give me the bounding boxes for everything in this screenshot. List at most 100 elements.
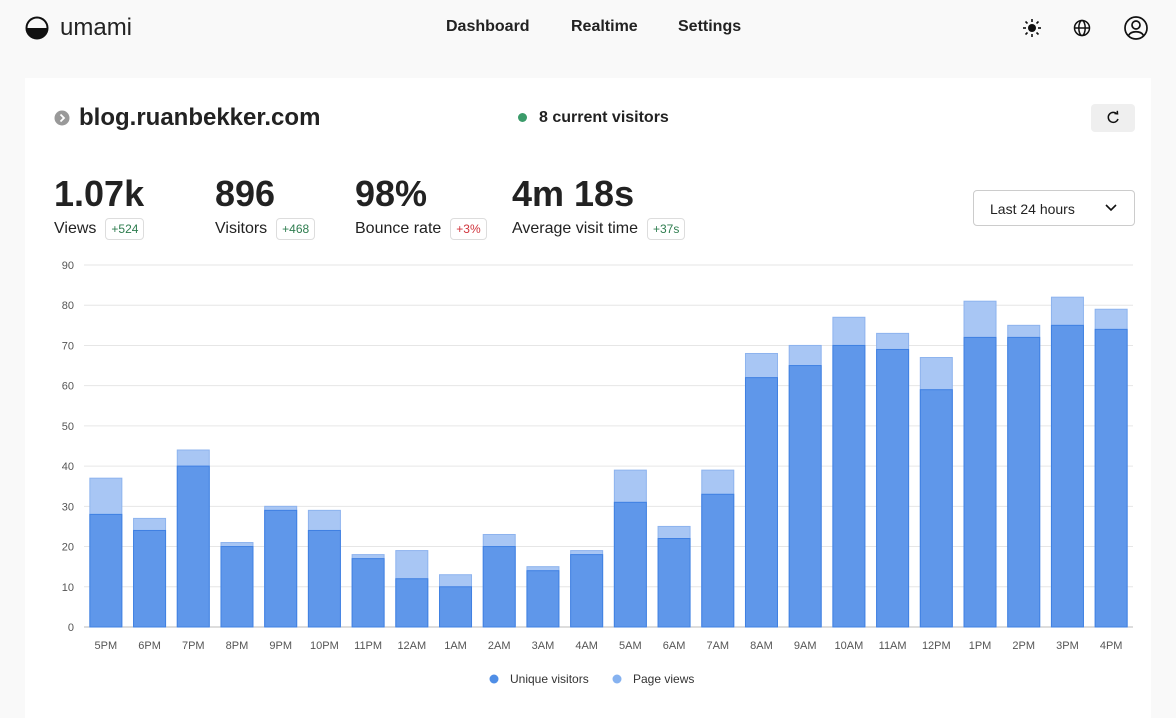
metric-row: Average visit time +37s	[512, 218, 686, 240]
x-tick-label: 8PM	[226, 640, 249, 652]
bar	[307, 529, 341, 628]
bar	[570, 554, 604, 628]
metric-change: +3%	[450, 218, 487, 240]
y-tick-label: 30	[62, 501, 74, 513]
x-tick-label: 10PM	[310, 640, 339, 652]
metric-value: 98%	[355, 173, 428, 214]
refresh-button[interactable]	[1091, 104, 1135, 132]
metric-change: +468	[276, 218, 316, 240]
metric-value: 896	[215, 173, 276, 214]
metric-row: Views +524	[54, 218, 145, 240]
bar	[613, 501, 647, 628]
metric-row: Bounce rate +3%	[355, 218, 487, 240]
metric-label: Average visit time	[512, 220, 638, 237]
x-tick-label: 7AM	[706, 640, 729, 652]
x-tick-label: 11AM	[879, 640, 907, 652]
x-tick-label: 6AM	[663, 640, 686, 652]
nav-link[interactable]: Realtime	[571, 18, 638, 35]
language-button[interactable]	[1072, 18, 1092, 38]
x-tick-label: 9AM	[794, 640, 817, 652]
metric-label: Views	[54, 220, 97, 237]
bar	[876, 348, 910, 628]
x-tick-label: 4PM	[1100, 640, 1123, 652]
live-dot	[518, 113, 527, 122]
y-tick-label: 0	[68, 622, 74, 634]
bar	[395, 578, 429, 628]
bar	[657, 538, 691, 628]
x-tick-label: 3AM	[532, 640, 555, 652]
bar	[89, 513, 123, 628]
bar	[1050, 324, 1084, 628]
bar	[176, 465, 210, 628]
bar	[220, 546, 254, 628]
x-tick-label: 7PM	[182, 640, 205, 652]
bar	[264, 509, 298, 628]
y-tick-label: 70	[62, 340, 74, 352]
bar	[919, 389, 953, 628]
metric-value: 1.07k	[54, 173, 145, 214]
bar	[1007, 336, 1041, 628]
metric: 896 Visitors +468	[215, 172, 316, 240]
x-tick-label: 12AM	[397, 640, 426, 652]
x-tick-label: 4AM	[575, 640, 598, 652]
website-name[interactable]: blog.ruanbekker.com	[79, 104, 321, 131]
y-tick-label: 10	[62, 582, 74, 594]
bar	[832, 344, 866, 628]
y-tick-label: 90	[62, 260, 74, 272]
x-tick-label: 12PM	[922, 640, 951, 652]
current-visitors[interactable]: 8 current visitors	[539, 109, 669, 126]
bar	[701, 493, 735, 628]
bar	[788, 365, 822, 628]
profile-button[interactable]	[1123, 15, 1149, 41]
legend-label: Unique visitors	[510, 672, 589, 686]
date-range-select[interactable]: Last 24 hours	[973, 190, 1135, 226]
bar	[963, 336, 997, 628]
x-tick-label: 9PM	[269, 640, 292, 652]
bar	[351, 558, 385, 628]
metric-value: 4m 18s	[512, 173, 635, 214]
metric-change: +37s	[646, 218, 686, 240]
metric-row: Visitors +468	[215, 218, 316, 240]
x-tick-label: 1PM	[969, 640, 992, 652]
x-tick-label: 11PM	[354, 640, 382, 652]
y-tick-label: 80	[62, 300, 74, 312]
theme-button[interactable]	[1022, 18, 1042, 38]
x-tick-label: 6PM	[138, 640, 161, 652]
legend-swatch	[489, 674, 499, 684]
legend-label: Page views	[633, 672, 694, 686]
chevron	[1105, 204, 1117, 212]
nav-link[interactable]: Dashboard	[446, 18, 530, 35]
bar	[744, 377, 778, 628]
legend-swatch	[612, 674, 622, 684]
x-tick-label: 5AM	[619, 640, 642, 652]
x-tick-label: 2AM	[488, 640, 511, 652]
x-tick-label: 3PM	[1056, 640, 1079, 652]
metric-change: +524	[105, 218, 145, 240]
bar	[133, 529, 167, 628]
metric-label: Visitors	[215, 220, 268, 237]
x-tick-label: 2PM	[1012, 640, 1035, 652]
bar	[526, 570, 560, 628]
expand-icon[interactable]	[54, 110, 70, 126]
y-tick-label: 40	[62, 461, 74, 473]
metric: 4m 18s Average visit time +37s	[512, 172, 686, 240]
date-range: Last 24 hours	[990, 201, 1075, 217]
nav-link[interactable]: Settings	[678, 18, 742, 35]
x-tick-label: 5PM	[95, 640, 118, 652]
bar	[1094, 328, 1128, 628]
metric: 98% Bounce rate +3%	[355, 172, 487, 240]
brand[interactable]: umami	[60, 14, 133, 41]
logo	[25, 16, 49, 40]
x-tick-label: 1AM	[444, 640, 467, 652]
x-tick-label: 8AM	[750, 640, 773, 652]
x-tick-label: 10AM	[835, 640, 864, 652]
bar	[482, 546, 516, 628]
metric-label: Bounce rate	[355, 220, 442, 237]
y-tick-label: 20	[62, 542, 74, 554]
y-tick-label: 50	[62, 421, 74, 433]
bar	[439, 586, 473, 628]
y-tick-label: 60	[62, 381, 74, 393]
refresh-icon	[1107, 110, 1119, 124]
